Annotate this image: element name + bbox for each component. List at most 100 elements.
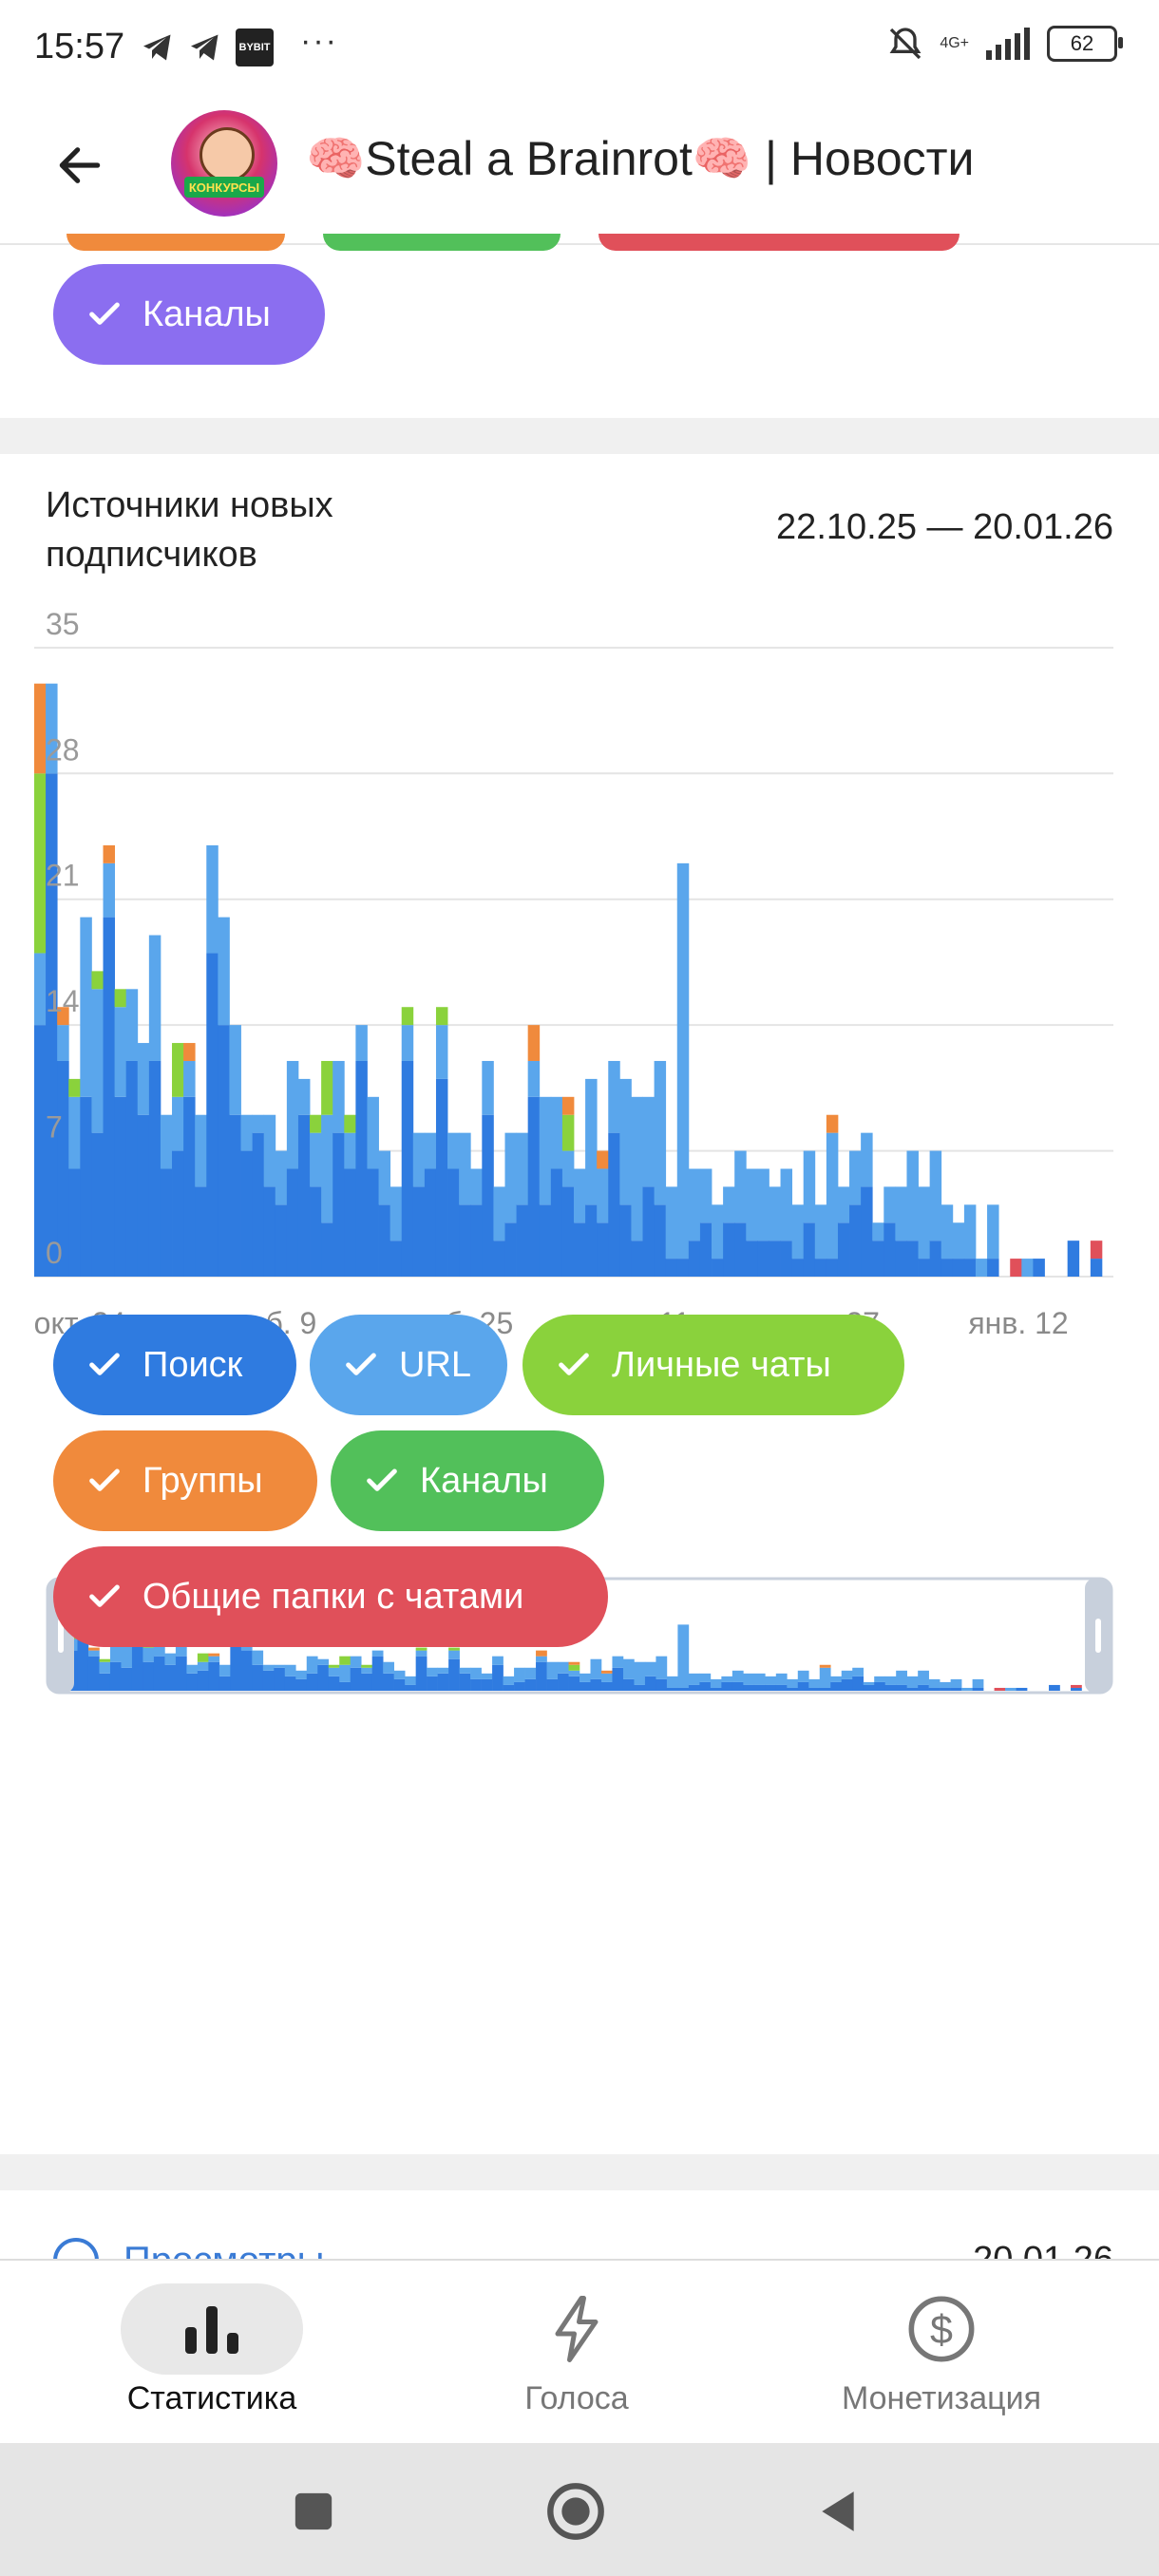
bar-segment bbox=[34, 1025, 47, 1277]
minimap-bar bbox=[448, 1647, 460, 1651]
y-tick-label: 28 bbox=[46, 732, 80, 767]
minimap-bar bbox=[841, 1678, 853, 1691]
minimap-bar bbox=[437, 1667, 449, 1674]
filter-chip-channels[interactable]: Каналы bbox=[53, 264, 325, 365]
bar-segment bbox=[769, 1241, 781, 1277]
minimap-bar bbox=[622, 1658, 635, 1679]
bar-segment bbox=[114, 1007, 127, 1097]
bar-segment bbox=[746, 1168, 758, 1241]
bar-segment bbox=[665, 1259, 678, 1277]
minimap-bar bbox=[787, 1678, 799, 1688]
minimap-bar bbox=[950, 1678, 962, 1688]
bar-segment bbox=[57, 1060, 69, 1277]
bar-segment bbox=[561, 1114, 575, 1151]
bar-segment bbox=[447, 1168, 460, 1277]
bar-segment bbox=[263, 1114, 276, 1187]
channel-title[interactable]: 🧠Steal a Brainrot🧠 | Новости bbox=[306, 132, 975, 185]
minimap-bar bbox=[317, 1664, 330, 1691]
bar-segment bbox=[378, 1204, 391, 1277]
bar-segment bbox=[275, 1204, 288, 1277]
minimap-bar bbox=[208, 1653, 220, 1657]
bar-segment bbox=[424, 1132, 437, 1169]
bar-segment bbox=[918, 1186, 931, 1260]
nav-statistics[interactable]: Статистика bbox=[19, 2261, 405, 2443]
bar-segment bbox=[482, 1060, 494, 1115]
minimap-bar bbox=[896, 1684, 907, 1691]
legend-chip-shared-folders[interactable]: Общие папки с чатами bbox=[53, 1546, 608, 1647]
minimap-bar bbox=[164, 1653, 177, 1665]
bar-segment bbox=[780, 1168, 793, 1241]
back-nav-button[interactable] bbox=[808, 2481, 868, 2542]
minimap-bar bbox=[1071, 1684, 1082, 1688]
minimap-bar bbox=[765, 1676, 777, 1685]
minimap-bar bbox=[884, 1676, 897, 1685]
bar-segment bbox=[849, 1204, 862, 1277]
bar-segment bbox=[837, 1222, 850, 1277]
minimap-bar bbox=[295, 1678, 308, 1691]
recents-button[interactable] bbox=[283, 2481, 344, 2542]
bar-segment bbox=[229, 1114, 241, 1277]
minimap-bar bbox=[350, 1656, 362, 1668]
bar-segment bbox=[332, 1132, 345, 1277]
bar-segment bbox=[68, 1096, 81, 1169]
legend-chip-channels[interactable]: Каналы bbox=[331, 1430, 604, 1531]
bar-segment bbox=[148, 935, 162, 1061]
minimap-bar bbox=[405, 1676, 416, 1685]
minimap-bar bbox=[153, 1656, 165, 1691]
minimap-bar bbox=[393, 1670, 406, 1679]
bar-segment bbox=[1067, 1241, 1080, 1277]
bar-segment bbox=[401, 1025, 414, 1061]
minimap-handle-left-grip bbox=[58, 1619, 64, 1653]
minimap-bar bbox=[252, 1664, 264, 1691]
bar-segment bbox=[103, 862, 115, 918]
bar-segment bbox=[963, 1204, 977, 1260]
minimap-bar bbox=[142, 1661, 155, 1691]
chart-date-range[interactable]: 22.10.25 — 20.01.26 bbox=[776, 507, 1113, 547]
back-button[interactable] bbox=[46, 131, 114, 199]
minimap-bar bbox=[87, 1656, 100, 1691]
minimap-bar bbox=[688, 1684, 700, 1691]
legend-chip-private-chats[interactable]: Личные чаты bbox=[522, 1315, 904, 1415]
bar-segment bbox=[34, 683, 47, 774]
legend-chip-groups[interactable]: Группы bbox=[53, 1430, 317, 1531]
bar-segment bbox=[631, 1241, 643, 1277]
channel-avatar[interactable]: КОНКУРСЫ bbox=[171, 110, 277, 217]
nav-monetization[interactable]: $ Монетизация bbox=[749, 2261, 1134, 2443]
bar-segment bbox=[91, 971, 104, 990]
minimap-bar bbox=[753, 1684, 766, 1691]
minimap-bar bbox=[972, 1687, 984, 1691]
minimap-bar bbox=[644, 1661, 656, 1676]
minimap-bar bbox=[339, 1681, 352, 1691]
minimap-bar bbox=[470, 1667, 482, 1679]
bar-segment bbox=[814, 1259, 827, 1277]
bar-segment bbox=[539, 1096, 552, 1205]
chip-label: Каналы bbox=[420, 1460, 548, 1501]
bar-segment bbox=[642, 1096, 655, 1187]
legend-chip-url[interactable]: URL bbox=[310, 1315, 507, 1415]
nav-votes[interactable]: Голоса bbox=[384, 2261, 770, 2443]
bar-segment bbox=[952, 1259, 965, 1277]
bar-segment bbox=[723, 1186, 735, 1223]
legend-chip-search[interactable]: Поиск bbox=[53, 1315, 296, 1415]
home-button[interactable] bbox=[545, 2481, 606, 2542]
bar-segment bbox=[963, 1259, 977, 1277]
recents-icon bbox=[294, 2492, 332, 2530]
check-icon bbox=[89, 1353, 120, 1375]
minimap-bar bbox=[371, 1650, 384, 1657]
bar-segment bbox=[160, 1114, 173, 1169]
minimap-bar bbox=[775, 1684, 788, 1691]
bar-segment bbox=[597, 1222, 609, 1277]
minimap-bar bbox=[928, 1678, 940, 1688]
chip-label: Группы bbox=[142, 1460, 263, 1501]
bar-segment bbox=[929, 1241, 942, 1277]
minimap-bar bbox=[634, 1684, 646, 1691]
bar-segment bbox=[1090, 1259, 1103, 1277]
minimap-bar bbox=[710, 1678, 722, 1688]
bar-segment bbox=[435, 1025, 448, 1079]
bar-segment bbox=[206, 953, 218, 1277]
minimap-bar bbox=[459, 1667, 471, 1674]
bar-segment bbox=[310, 1114, 322, 1133]
minimap-bar bbox=[775, 1673, 788, 1685]
minimap-bar bbox=[590, 1678, 602, 1691]
